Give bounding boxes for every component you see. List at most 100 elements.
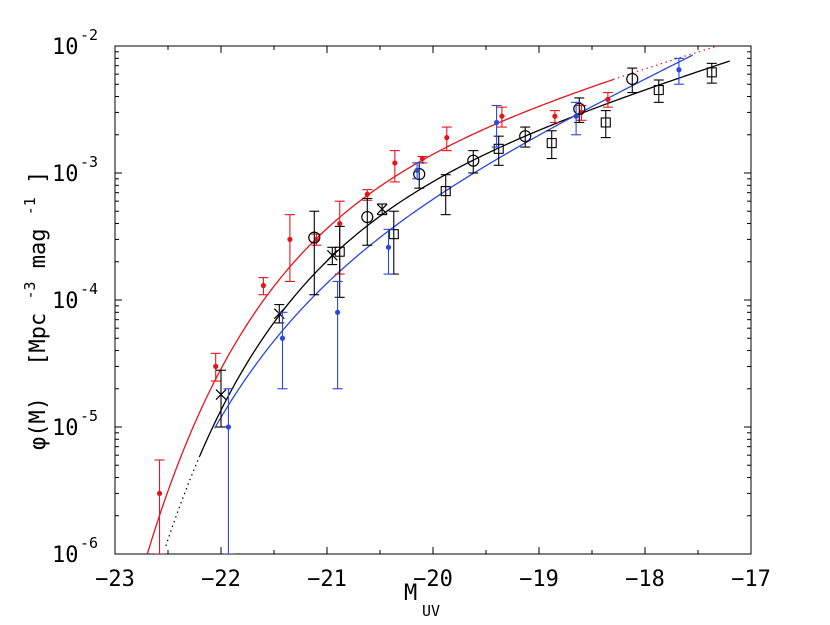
point-marker bbox=[653, 84, 664, 96]
point-marker bbox=[215, 389, 227, 401]
point-marker bbox=[546, 138, 557, 149]
data-point bbox=[361, 197, 374, 246]
y-tick-exponent: -4 bbox=[80, 280, 98, 298]
y-axis-unit-mid: mag bbox=[26, 228, 51, 268]
data-point bbox=[653, 79, 664, 103]
point-marker bbox=[444, 134, 450, 141]
data-point bbox=[413, 162, 426, 189]
point-marker bbox=[392, 160, 398, 166]
point-marker bbox=[600, 117, 611, 128]
point-marker bbox=[308, 231, 321, 244]
x-tick-label: −17 bbox=[731, 567, 771, 592]
svg-text:φ(M) [Mpc -3: φ(M) [Mpc -3 mag -1 ] bbox=[16, 171, 51, 450]
y-tick-label: 10 bbox=[52, 35, 79, 60]
x-tick-label: −23 bbox=[95, 567, 135, 592]
data-point bbox=[308, 210, 321, 296]
point-marker bbox=[156, 490, 163, 497]
point-marker bbox=[552, 113, 558, 119]
data-point bbox=[673, 57, 684, 85]
data-point bbox=[602, 91, 613, 108]
data-point bbox=[493, 135, 504, 166]
point-marker bbox=[573, 113, 579, 119]
data-point bbox=[311, 233, 322, 246]
y-axis-unit-exp1: -3 bbox=[21, 281, 39, 299]
data-point bbox=[441, 126, 452, 152]
point-marker bbox=[287, 236, 293, 243]
point-marker bbox=[225, 424, 232, 430]
point-marker bbox=[334, 246, 345, 257]
data-point bbox=[467, 150, 480, 174]
data-point bbox=[284, 214, 295, 282]
x-tick-label: −19 bbox=[519, 567, 559, 592]
y-axis-unit-open: [Mpc bbox=[26, 313, 51, 366]
data-point bbox=[258, 277, 269, 296]
data-point bbox=[571, 101, 582, 136]
data-point bbox=[210, 352, 221, 382]
data-points bbox=[154, 57, 717, 554]
fit-curve-0 bbox=[146, 78, 614, 554]
point-marker bbox=[493, 143, 504, 154]
x-tick-label: −21 bbox=[307, 567, 347, 592]
y-axis-label-main: φ(M) bbox=[26, 397, 51, 450]
x-axis-label-subscript: UV bbox=[422, 602, 440, 620]
data-point bbox=[519, 126, 532, 148]
data-point bbox=[600, 110, 611, 139]
y-tick-exponent: -5 bbox=[80, 407, 98, 425]
point-marker bbox=[385, 244, 392, 250]
data-point bbox=[626, 67, 639, 94]
data-point bbox=[573, 97, 586, 124]
y-tick-exponent: -3 bbox=[80, 153, 98, 171]
point-marker bbox=[364, 191, 370, 197]
data-point bbox=[223, 388, 234, 554]
data-point bbox=[389, 150, 400, 183]
point-marker bbox=[279, 335, 286, 341]
point-marker bbox=[388, 229, 399, 240]
fit-curve-2 bbox=[214, 54, 693, 429]
data-point bbox=[277, 311, 288, 390]
data-point bbox=[388, 210, 399, 275]
point-marker bbox=[313, 236, 319, 243]
point-marker bbox=[337, 220, 343, 227]
data-point bbox=[496, 106, 507, 128]
point-marker bbox=[273, 308, 285, 320]
y-tick-exponent: -2 bbox=[80, 26, 98, 44]
fit-curve-dotted-1 bbox=[165, 455, 201, 547]
data-point bbox=[706, 62, 717, 84]
data-point bbox=[332, 280, 343, 390]
x-axis-title: M UV bbox=[404, 581, 440, 620]
point-marker bbox=[706, 67, 717, 78]
fit-curve-1 bbox=[199, 60, 731, 457]
point-marker bbox=[260, 282, 266, 289]
x-tick-label: −22 bbox=[201, 567, 241, 592]
point-marker bbox=[335, 309, 341, 315]
y-tick-label: 10 bbox=[52, 416, 79, 441]
y-tick-label: 10 bbox=[52, 162, 79, 187]
data-point bbox=[215, 369, 227, 428]
y-tick-label: 10 bbox=[52, 543, 79, 568]
point-marker bbox=[440, 186, 451, 197]
fit-curves bbox=[146, 46, 731, 554]
point-marker bbox=[494, 119, 500, 126]
x-tick-label: −20 bbox=[413, 567, 453, 592]
fit-curve-dotted-0 bbox=[613, 46, 720, 81]
point-marker bbox=[361, 210, 374, 224]
data-point bbox=[549, 110, 560, 124]
point-marker bbox=[376, 203, 388, 215]
data-point bbox=[412, 162, 423, 180]
data-point bbox=[154, 459, 165, 554]
point-marker bbox=[467, 154, 480, 167]
point-marker bbox=[413, 168, 426, 181]
point-marker bbox=[573, 102, 586, 115]
data-point bbox=[376, 203, 388, 216]
plot-frame bbox=[114, 45, 752, 555]
point-marker bbox=[676, 67, 682, 73]
x-tick-label: −18 bbox=[625, 567, 665, 592]
x-axis-label: M bbox=[404, 581, 417, 606]
axes bbox=[114, 45, 752, 555]
point-marker bbox=[414, 167, 420, 173]
point-marker bbox=[213, 363, 219, 370]
data-point bbox=[334, 225, 345, 298]
data-point bbox=[546, 130, 557, 160]
